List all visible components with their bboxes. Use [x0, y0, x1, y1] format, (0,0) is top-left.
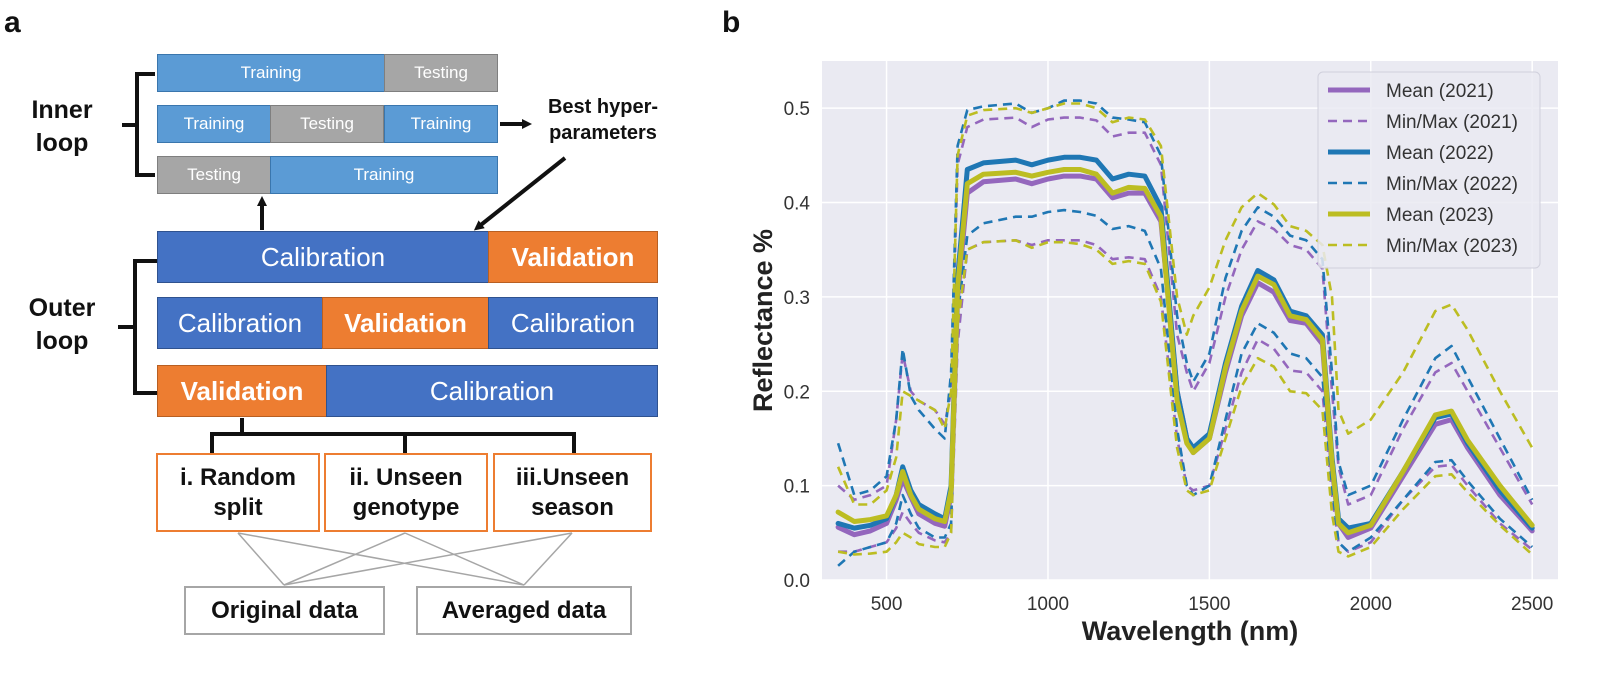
reflectance-line-chart: 500 1000 1500 2000 2500 0.0 0.1 0.2 0.3 0.4 0.5 Wa… — [748, 61, 1558, 646]
tick-labels: 500 1000 1500 2000 2500 0.0 0.1 0.2 0.3 0.4 0.5 — [784, 99, 1554, 615]
inner-row1-training: Training — [157, 54, 385, 92]
legend-entry-label: Mean (2022) — [1386, 143, 1494, 164]
diagram-connectors — [118, 72, 576, 586]
inner-row1-testing: Testing — [384, 54, 498, 92]
series-line-2021-minmax — [837, 116, 1534, 506]
outer-row2-calibration-left: Calibration — [157, 297, 323, 349]
x-tick-label: 2000 — [1350, 594, 1392, 615]
outer-row1-validation: Validation — [488, 231, 658, 283]
series-layer — [835, 99, 1535, 567]
series-line-2022-minmax — [837, 208, 1534, 567]
scenario-data-connectors — [237, 532, 573, 586]
series-line-2022-minmax — [836, 99, 1534, 501]
y-axis-label: Reflectance % — [748, 229, 778, 412]
y-tick-label: 0.5 — [784, 99, 810, 120]
panel-b-reflectance-chart: b 500 1000 1500 2000 2500 0.0 0.1 0.2 0.3 0.4 0.5 … — [720, 0, 1600, 677]
legend-entry-label: Min/Max (2023) — [1386, 236, 1518, 257]
inner-row3-testing: Testing — [157, 156, 271, 194]
validation-to-scenarios-bracket — [210, 418, 576, 453]
inner-row2-training-left: Training — [157, 105, 271, 143]
y-tick-label: 0.4 — [784, 194, 811, 215]
inner-row3-training: Training — [270, 156, 498, 194]
arrow-hyperparameters-to-calibration — [473, 156, 567, 231]
panel-a-nested-cv-diagram: a Inner loop Outer loop Best hyper- para… — [0, 0, 700, 677]
chart-legend: Mean (2021) Min/Max (2021) Mean (2022) Min/… — [1317, 71, 1541, 269]
grid-lines — [822, 61, 1558, 581]
x-tick-label: 2500 — [1511, 594, 1553, 615]
inner-loop-label: Inner loop — [31, 96, 93, 157]
outer-row2-validation: Validation — [322, 297, 489, 349]
y-tick-label: 0.1 — [784, 477, 810, 498]
outer-loop-label: Outer loop — [28, 294, 96, 355]
outer-row3-validation: Validation — [157, 365, 327, 417]
inner-row2-testing: Testing — [270, 105, 384, 143]
legend-entry-label: Min/Max (2021) — [1386, 112, 1518, 133]
panel-letter-b: b — [722, 6, 741, 39]
outer-loop-bracket — [118, 259, 157, 395]
inner-loop-bracket — [122, 72, 155, 177]
legend-entry-label: Min/Max (2022) — [1386, 174, 1518, 195]
series-line-2023-minmax — [837, 239, 1534, 558]
series-line-2023-minmax — [836, 102, 1534, 506]
legend-entry-label: Mean (2021) — [1386, 81, 1494, 102]
original-data-box: Original data — [184, 586, 385, 635]
legend-entry-label: Mean (2023) — [1386, 205, 1494, 226]
x-tick-label: 1000 — [1027, 594, 1069, 615]
panel-letter-a: a — [4, 6, 21, 39]
outer-row3-calibration: Calibration — [326, 365, 658, 417]
series-line-2023-mean — [835, 167, 1535, 536]
best-hyperparameters-label: Best hyper- parameters — [547, 96, 659, 144]
x-tick-label: 1500 — [1188, 594, 1230, 615]
x-tick-label: 500 — [871, 594, 903, 615]
outer-row1-calibration: Calibration — [157, 231, 489, 283]
inner-row2-training-right: Training — [384, 105, 498, 143]
legend-frame — [1317, 71, 1541, 269]
averaged-data-box: Averaged data — [416, 586, 632, 635]
y-tick-label: 0.3 — [784, 288, 810, 309]
scenario-unseen-season: iii.Unseen season — [493, 453, 652, 532]
x-axis-label: Wavelength (nm) — [1082, 616, 1299, 646]
series-line-2022-mean — [835, 154, 1535, 531]
outer-row2-calibration-right: Calibration — [488, 297, 658, 349]
scenario-unseen-genotype: ii. Unseen genotype — [324, 453, 488, 532]
y-tick-label: 0.2 — [784, 382, 810, 403]
y-tick-label: 0.0 — [784, 571, 810, 592]
scenario-random-split: i. Random split — [156, 453, 320, 532]
